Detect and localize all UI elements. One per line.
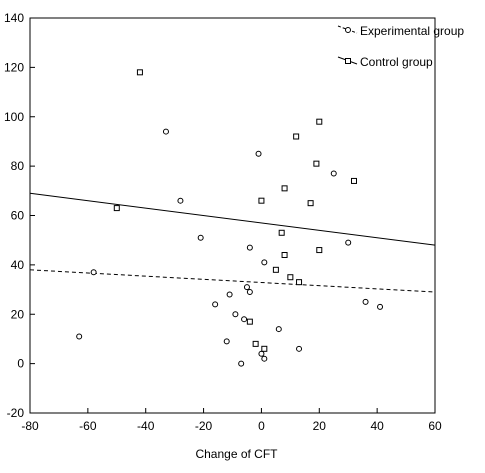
y-tick-label: 20 [11, 307, 25, 321]
x-tick-label: 40 [370, 419, 384, 433]
data-point-experimental [296, 345, 303, 352]
data-point-control [293, 133, 300, 140]
data-point-experimental [261, 259, 268, 266]
data-point-experimental [223, 338, 230, 345]
x-tick-label: 20 [313, 419, 327, 433]
x-axis-label: Change of CFT [195, 447, 278, 461]
data-point-control [281, 185, 288, 192]
y-tick-label: 40 [11, 258, 25, 272]
y-tick-label: 120 [4, 60, 24, 74]
data-point-experimental [261, 355, 268, 362]
axis-ticks: -80 -60 -40 -20 0 20 40 60 -20 0 20 40 60 80 100 120 140 [4, 11, 442, 433]
data-point-experimental [197, 234, 204, 241]
data-point-control [316, 118, 323, 125]
data-point-control [272, 266, 279, 273]
data-point-experimental [212, 301, 219, 308]
fit-line-experimental [29, 269, 436, 293]
data-point-control [351, 177, 357, 184]
data-point-control [313, 160, 320, 167]
x-tick-label: 0 [258, 419, 265, 433]
data-point-experimental [275, 326, 282, 333]
x-tick-label: -40 [137, 419, 155, 433]
fit-line-control [29, 192, 436, 246]
y-tick-label: 0 [17, 357, 24, 371]
legend-label-control: Control group [360, 55, 433, 69]
data-point-control [307, 200, 314, 207]
x-tick-label: 60 [428, 419, 442, 433]
data-point-control [258, 197, 265, 204]
data-point-experimental [76, 333, 83, 340]
data-point-experimental [330, 170, 337, 177]
x-tick-label: -60 [79, 419, 97, 433]
y-tick-label: -20 [7, 406, 25, 420]
data-point-control [113, 205, 120, 212]
data-point-control [281, 252, 288, 258]
data-point-control [316, 247, 323, 254]
data-point-control [261, 345, 268, 352]
legend: Experimental group Control group [337, 24, 464, 69]
data-point-experimental [362, 298, 369, 305]
data-point-control [287, 274, 294, 281]
data-point-control [246, 318, 253, 325]
data-point-experimental [258, 350, 265, 357]
legend-label-experimental: Experimental group [360, 24, 464, 38]
data-point-experimental [241, 316, 248, 323]
data-point-experimental [246, 244, 253, 251]
x-tick-label: -80 [21, 419, 39, 433]
y-tick-label: 80 [11, 159, 25, 173]
x-tick-label: -20 [195, 419, 213, 433]
data-point-experimental [162, 128, 169, 135]
data-point-experimental [246, 289, 253, 296]
y-tick-label: 140 [4, 11, 24, 25]
data-point-control [136, 69, 143, 76]
legend-marker-control [345, 58, 351, 64]
data-point-control [296, 279, 303, 286]
y-tick-label: 60 [11, 209, 25, 223]
data-point-experimental [255, 150, 262, 157]
data-point-experimental [226, 291, 233, 298]
data-points [76, 69, 384, 367]
data-point-experimental [377, 303, 384, 310]
legend-marker-experimental [345, 27, 351, 33]
data-point-experimental [90, 269, 97, 276]
data-point-experimental [232, 311, 239, 318]
data-point-experimental [238, 360, 245, 367]
fit-lines [29, 192, 436, 293]
data-point-experimental [177, 197, 184, 204]
data-point-control [252, 340, 259, 347]
plot-frame [29, 17, 436, 414]
data-point-experimental [345, 239, 352, 246]
data-point-experimental [243, 284, 250, 291]
data-point-control [278, 229, 285, 236]
y-tick-label: 100 [4, 110, 24, 124]
